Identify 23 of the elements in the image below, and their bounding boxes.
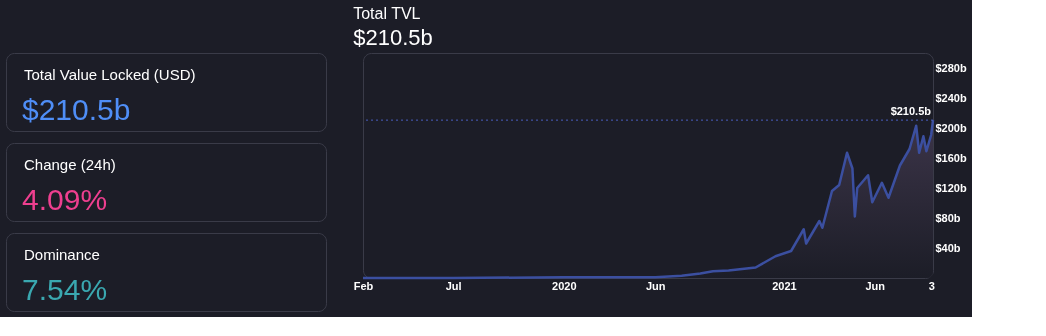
chart-title: Total TVL: [353, 5, 421, 22]
text: 7.54%: [22, 273, 108, 306]
x-tick-label: 2020: [552, 279, 577, 292]
x-tick-label: 3: [928, 279, 935, 292]
y-tick-label: $120b: [935, 181, 967, 194]
text: $210.5b: [22, 93, 131, 126]
text: 4.09%: [22, 183, 108, 216]
chart-subtitle: $210.5b: [353, 25, 433, 50]
x-tick-label: Feb: [353, 279, 374, 292]
ref-line-label: $210.5b: [890, 105, 932, 118]
x-tick-label: Jul: [445, 279, 462, 292]
y-tick-label: $80b: [935, 211, 961, 224]
y-tick-label: $40b: [935, 241, 961, 254]
text: Change (24h): [24, 156, 116, 173]
y-tick-label: $280b: [935, 61, 967, 74]
y-tick-label: $160b: [935, 151, 967, 164]
x-tick-label: 2021: [772, 279, 797, 292]
y-tick-label: $200b: [935, 121, 967, 134]
x-tick-label: Jun: [645, 279, 666, 292]
text: Total Value Locked (USD): [24, 66, 196, 83]
x-tick-label: Jun: [865, 279, 886, 292]
y-tick-label: $240b: [935, 91, 967, 104]
text: Dominance: [24, 246, 100, 263]
